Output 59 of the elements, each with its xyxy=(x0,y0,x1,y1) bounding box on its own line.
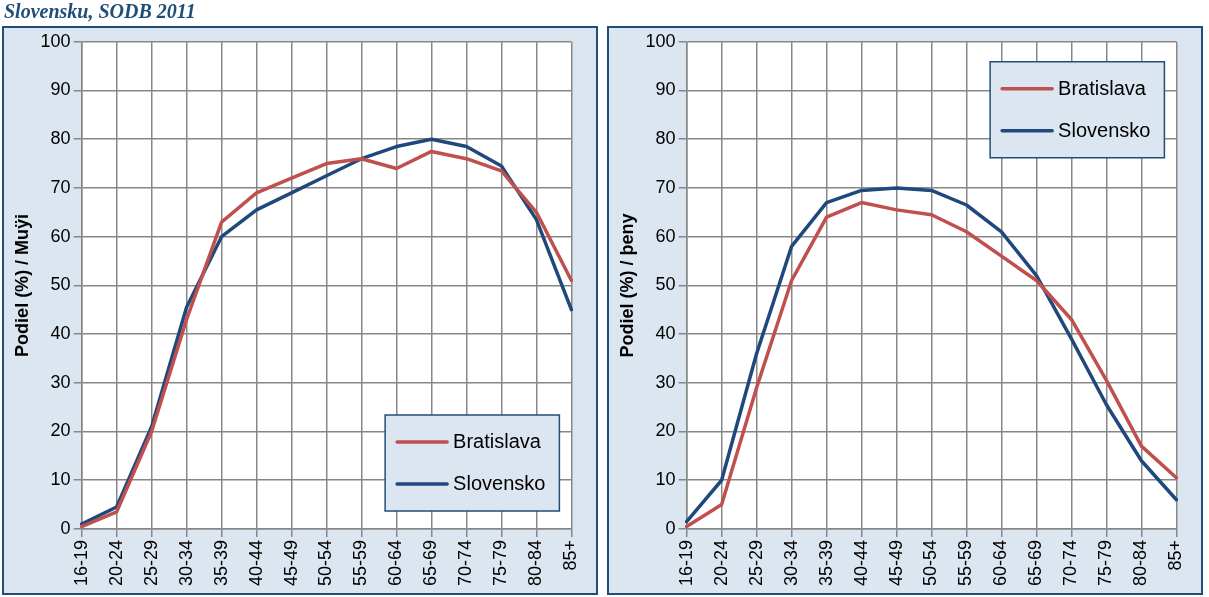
legend-label: Bratislava xyxy=(1058,77,1147,100)
y-tick-label: 20 xyxy=(655,420,676,441)
x-tick-label: 16-19 xyxy=(675,539,696,587)
y-tick-label: 60 xyxy=(655,225,676,246)
y-tick-label: 30 xyxy=(50,371,71,392)
y-tick-label: 10 xyxy=(655,469,676,490)
y-tick-label: 80 xyxy=(655,128,676,149)
x-tick-label: 25-29 xyxy=(745,539,766,587)
y-axis-title: Podiel (%) / þeny xyxy=(616,213,637,358)
y-tick-label: 60 xyxy=(50,225,71,246)
y-tick-label: 90 xyxy=(50,79,71,100)
y-tick-label: 100 xyxy=(645,30,676,51)
x-tick-label: 25-29 xyxy=(140,539,161,587)
x-tick-label: 20-24 xyxy=(105,539,126,587)
y-tick-label: 20 xyxy=(50,420,71,441)
y-tick-label: 40 xyxy=(50,323,71,344)
y-tick-label: 70 xyxy=(655,176,676,197)
x-tick-label: 30-34 xyxy=(780,539,801,587)
x-tick-label: 45-49 xyxy=(280,539,301,587)
legend-label: Slovensko xyxy=(453,472,546,495)
x-tick-label: 55-59 xyxy=(350,539,371,587)
x-tick-label: 80-84 xyxy=(525,539,546,587)
y-tick-label: 50 xyxy=(50,274,71,295)
y-tick-label: 50 xyxy=(655,274,676,295)
y-tick-label: 100 xyxy=(40,30,71,51)
y-tick-label: 40 xyxy=(655,323,676,344)
x-tick-label: 20-24 xyxy=(710,539,731,587)
chart-title: Slovensku, SODB 2011 xyxy=(4,0,196,23)
x-tick-label: 60-64 xyxy=(385,539,406,587)
y-tick-label: 10 xyxy=(50,469,71,490)
legend-label: Bratislava xyxy=(453,430,542,453)
x-tick-label: 16-19 xyxy=(70,539,91,587)
x-tick-label: 85+ xyxy=(560,539,581,571)
x-tick-label: 50-54 xyxy=(315,539,336,587)
y-tick-label: 90 xyxy=(655,79,676,100)
x-tick-label: 45-49 xyxy=(885,539,906,587)
x-tick-label: 40-44 xyxy=(850,539,871,587)
x-tick-label: 30-34 xyxy=(175,539,196,587)
x-tick-label: 40-44 xyxy=(245,539,266,587)
legend-label: Slovensko xyxy=(1058,119,1151,142)
y-tick-label: 0 xyxy=(665,517,676,538)
y-tick-label: 70 xyxy=(50,176,71,197)
x-tick-label: 70-74 xyxy=(1060,539,1081,587)
y-tick-label: 30 xyxy=(655,371,676,392)
x-tick-label: 80-84 xyxy=(1130,539,1151,587)
x-tick-label: 35-39 xyxy=(815,539,836,587)
x-tick-label: 65-69 xyxy=(420,539,441,587)
x-tick-label: 75-79 xyxy=(490,539,511,587)
x-tick-label: 75-79 xyxy=(1095,539,1116,587)
x-tick-label: 35-39 xyxy=(210,539,231,587)
x-tick-label: 85+ xyxy=(1165,539,1186,571)
x-tick-label: 65-69 xyxy=(1025,539,1046,587)
x-tick-label: 70-74 xyxy=(455,539,476,587)
y-tick-label: 80 xyxy=(50,128,71,149)
y-axis-title: Podiel (%) / Muÿi xyxy=(11,213,32,357)
x-tick-label: 55-59 xyxy=(955,539,976,587)
x-tick-label: 50-54 xyxy=(920,539,941,587)
x-tick-label: 60-64 xyxy=(990,539,1011,587)
y-tick-label: 0 xyxy=(60,517,71,538)
